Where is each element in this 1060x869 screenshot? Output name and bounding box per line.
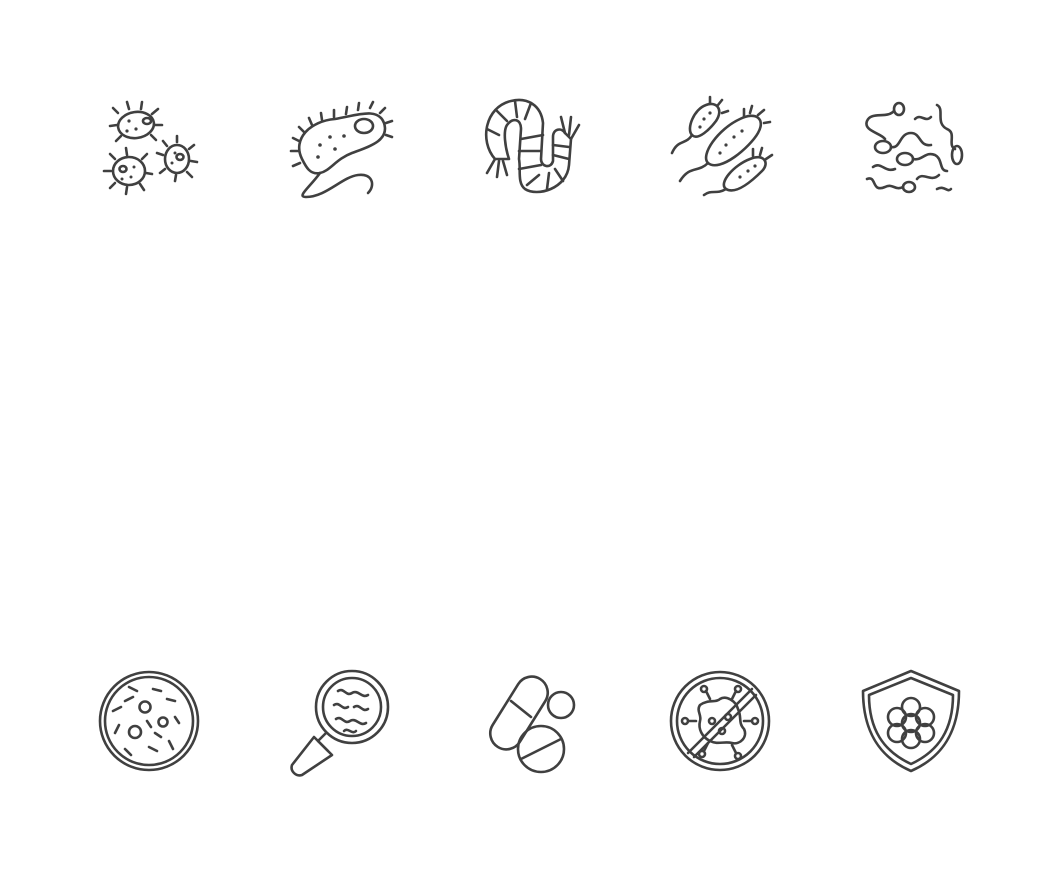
no-virus-icon [660,661,780,781]
magnifier-microbe-icon [280,661,400,781]
paramecium-icon [280,89,400,209]
worm-icon [469,89,589,209]
immune-shield-icon [851,661,971,781]
bacteria-colony-icon [89,89,209,209]
spirochete-icon [851,89,971,209]
flagellated-bacteria-icon [660,89,780,209]
pills-icon [469,661,589,781]
petri-dish-icon [89,661,209,781]
